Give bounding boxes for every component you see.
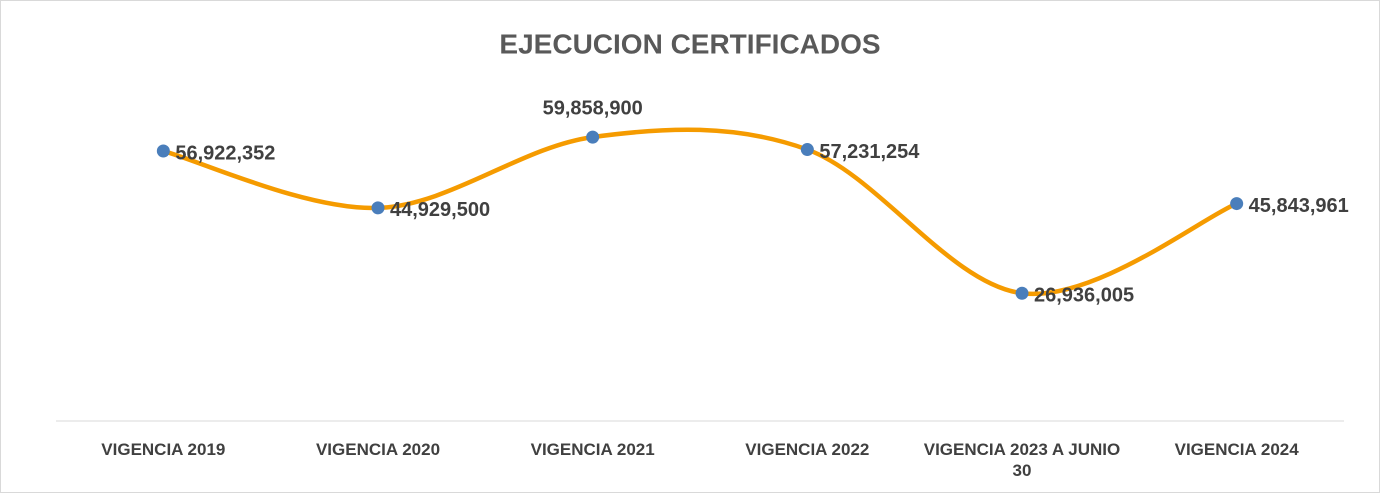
x-tick-label: VIGENCIA 2019 xyxy=(101,440,226,459)
marker xyxy=(1230,197,1244,211)
chart-title: EJECUCION CERTIFICADOS xyxy=(499,28,880,59)
data-label: 59,858,900 xyxy=(543,97,643,119)
marker xyxy=(371,201,385,215)
marker xyxy=(586,130,600,144)
data-label: 45,843,961 xyxy=(1249,195,1349,217)
x-tick-label: VIGENCIA 2024 xyxy=(1174,440,1299,459)
marker xyxy=(156,144,170,158)
x-tick-label: VIGENCIA 2021 xyxy=(530,440,655,459)
data-label: 57,231,254 xyxy=(819,141,920,163)
marker xyxy=(1015,286,1029,300)
data-label: 44,929,500 xyxy=(390,199,490,221)
data-label: 56,922,352 xyxy=(175,142,275,164)
line xyxy=(162,127,1238,297)
x-tick-label: VIGENCIA 2023 A JUNIO 30 xyxy=(923,440,1121,480)
marker xyxy=(800,143,814,157)
data-label: 26,936,005 xyxy=(1034,285,1134,307)
x-tick-label: VIGENCIA 2022 xyxy=(745,440,870,459)
x-tick-label: VIGENCIA 2020 xyxy=(315,440,441,459)
